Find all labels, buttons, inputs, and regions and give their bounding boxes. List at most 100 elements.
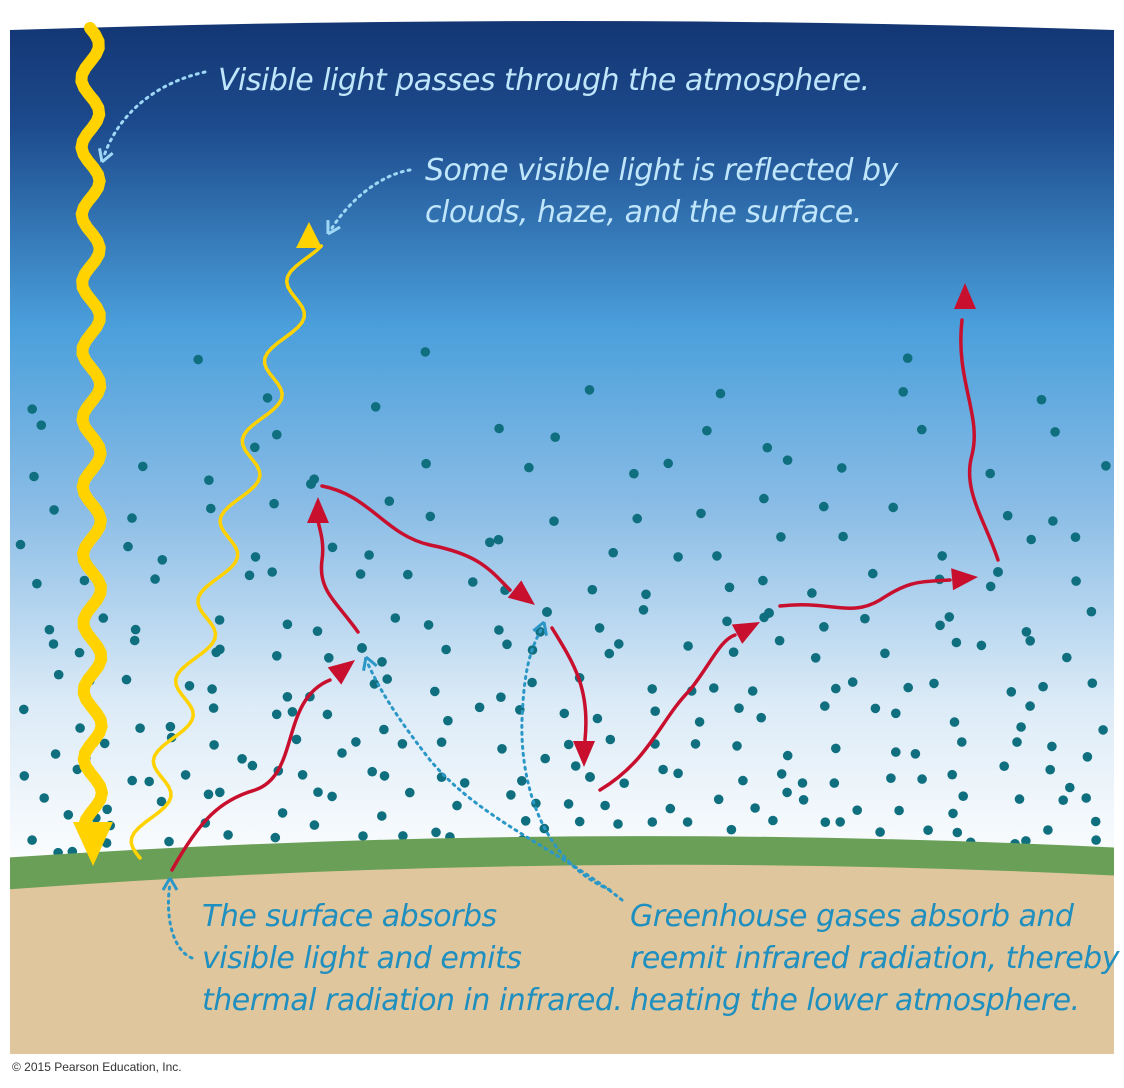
gas-molecule [207, 684, 217, 694]
gas-molecule [600, 800, 610, 811]
gas-molecule [694, 717, 705, 727]
gas-molecule [937, 551, 947, 561]
gas-molecule [944, 612, 955, 622]
gas-molecule [673, 552, 683, 562]
gas-molecule [647, 817, 658, 827]
gas-molecule [494, 625, 504, 635]
gas-molecule [985, 468, 995, 479]
gas-molecule [1065, 782, 1075, 793]
gas-molecule [604, 648, 615, 659]
reflected-light-arrowhead [296, 222, 322, 248]
gas-molecule [702, 425, 712, 436]
gas-molecule [891, 708, 901, 719]
ir-across-to-molecule-head [507, 580, 535, 605]
gas-molecule [860, 613, 870, 624]
gas-molecule [875, 827, 885, 837]
gas-molecule [50, 749, 61, 759]
gas-molecule [44, 624, 55, 635]
gas-molecule [619, 778, 629, 788]
gas-molecule [888, 502, 898, 513]
gas-molecule [747, 686, 758, 696]
gas-molecule [891, 747, 901, 757]
pointer-ghg-right-head [532, 620, 548, 636]
absorbing-molecule [585, 772, 595, 782]
gas-molecule [1050, 427, 1060, 437]
gas-molecule [724, 582, 735, 593]
gas-molecule [493, 534, 504, 545]
gas-molecule [951, 637, 962, 648]
gas-molecule [272, 651, 282, 661]
gas-molecule [165, 721, 176, 732]
gas-molecule [237, 754, 247, 764]
gas-molecule [563, 739, 574, 750]
gas-molecule [1025, 636, 1035, 646]
gas-molecule [98, 613, 109, 623]
gas-molecule [27, 835, 37, 845]
gas-molecule [958, 791, 968, 801]
gas-molecule [75, 723, 85, 733]
gas-molecule [917, 424, 927, 435]
absorbing-molecule [357, 643, 367, 653]
surface-caption-line-3: thermal radiation in infrared. [202, 983, 623, 1018]
gas-molecule [1101, 461, 1111, 471]
gas-molecule [494, 423, 504, 434]
gas-molecule [79, 575, 90, 586]
gas-molecule [758, 575, 768, 586]
ground-sand [10, 857, 1114, 1054]
absorbing-molecule [764, 608, 774, 618]
gas-molecule [367, 766, 378, 777]
gas-molecule [734, 703, 744, 713]
caption-pointers [98, 70, 624, 960]
gas-molecule [641, 589, 651, 600]
gas-molecule [327, 791, 337, 802]
gas-molecule [722, 616, 732, 627]
gas-molecule [838, 531, 848, 542]
gas-molecule [682, 817, 693, 827]
gas-molecule [123, 541, 133, 552]
gas-molecule [390, 613, 401, 623]
absorbing-molecule [542, 607, 552, 617]
gas-molecule [774, 635, 785, 646]
absorbing-molecule [306, 479, 316, 489]
ir-down-to-molecule [550, 626, 588, 742]
gas-molecule [74, 647, 85, 658]
gas-molecule [540, 753, 550, 764]
gas-molecule [370, 402, 381, 412]
gas-molecule [663, 458, 673, 469]
gas-molecule [608, 547, 618, 558]
gas-molecule [985, 581, 996, 592]
visible-light-caption-text: Visible light passes through the atmosph… [218, 63, 870, 98]
gas-molecule [1036, 394, 1047, 405]
incoming-visible-light-arrow [73, 22, 113, 866]
gas-molecule [732, 741, 742, 751]
gas-molecule [1043, 825, 1053, 835]
gas-molecule [250, 552, 261, 562]
gas-molecule [150, 574, 160, 584]
gas-molecule [665, 803, 676, 814]
gas-molecule [164, 836, 174, 847]
gas-molecule [270, 832, 281, 843]
gas-molecule [452, 800, 462, 811]
gas-molecule [1021, 627, 1032, 637]
ir-across-to-molecule [320, 484, 512, 592]
gas-molecule [903, 682, 913, 693]
pointer-ghg-left-head [362, 655, 378, 671]
gas-molecule [129, 635, 140, 646]
gas-molecule [459, 778, 470, 788]
ir-right-to-molecule-head [951, 568, 978, 591]
gas-molecule [768, 815, 778, 826]
gas-molecule [19, 704, 29, 715]
gas-molecule [894, 805, 904, 816]
gas-molecule [831, 743, 841, 754]
gas-molecule [917, 774, 927, 784]
gas-molecule [32, 578, 42, 589]
gas-molecule [632, 513, 642, 524]
gas-molecule [797, 778, 808, 788]
gas-molecule [377, 811, 387, 821]
gas-molecule [762, 442, 773, 453]
surface-caption-line-1: The surface absorbs [202, 899, 497, 934]
gas-molecule [1086, 606, 1097, 617]
gas-molecule [559, 708, 570, 719]
gas-molecule [647, 684, 657, 694]
gas-molecule [468, 577, 478, 587]
